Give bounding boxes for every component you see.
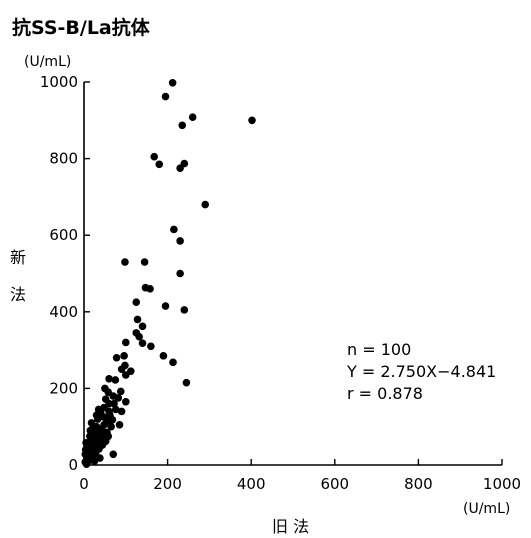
y-axis-title-char-1: 新 <box>10 248 26 267</box>
data-point <box>110 399 118 408</box>
data-point <box>111 405 120 414</box>
y-axis-title-char-2: 法 <box>10 285 26 304</box>
data-point <box>159 352 168 360</box>
data-point <box>120 352 128 360</box>
data-point <box>132 298 141 307</box>
data-point <box>133 315 142 324</box>
data-point <box>101 395 110 403</box>
y-tick-label: 800 <box>49 150 78 168</box>
data-point <box>168 78 177 87</box>
data-point <box>161 302 170 310</box>
data-point <box>140 258 149 266</box>
y-tick-label: 200 <box>49 379 78 397</box>
x-tick-label: 400 <box>237 475 266 493</box>
data-point <box>91 436 100 444</box>
data-point <box>178 121 187 130</box>
data-point <box>161 92 170 101</box>
data-point <box>82 438 90 447</box>
x-tick-label: 200 <box>153 475 182 493</box>
data-points <box>81 78 256 469</box>
data-point <box>98 441 107 449</box>
data-point <box>117 407 126 416</box>
x-axis-unit: (U/mL) <box>463 501 510 517</box>
data-point <box>105 375 113 383</box>
y-axis-ticks: 0 200 400 600 800 1000 <box>40 73 90 474</box>
data-point <box>104 432 113 441</box>
data-point <box>121 258 129 266</box>
data-point <box>108 416 117 424</box>
data-point <box>176 237 184 245</box>
data-point <box>107 422 115 431</box>
data-point <box>94 405 103 414</box>
data-point <box>147 342 155 351</box>
x-tick-label: 800 <box>404 475 433 493</box>
data-point <box>150 152 159 161</box>
data-point <box>201 200 210 209</box>
data-point <box>138 322 147 331</box>
stat-n: n = 100 <box>347 340 411 359</box>
data-point <box>176 164 184 172</box>
chart-title: 抗SS-B/La抗体 <box>12 16 151 39</box>
y-tick-label: 400 <box>49 303 78 321</box>
data-point <box>122 371 130 379</box>
data-point <box>138 339 147 348</box>
data-point <box>117 365 126 374</box>
data-point <box>92 411 101 420</box>
statistics-box: n = 100 Y = 2.750X−4.841 r = 0.878 <box>346 340 496 403</box>
data-point <box>122 338 130 347</box>
data-point <box>170 225 178 234</box>
data-point <box>188 113 197 122</box>
data-point <box>111 376 120 384</box>
data-point <box>169 358 177 367</box>
data-point <box>114 394 123 402</box>
data-point <box>81 450 90 459</box>
x-tick-label: 0 <box>79 475 89 493</box>
data-point <box>115 420 124 429</box>
y-tick-label: 0 <box>68 456 78 474</box>
data-point <box>101 384 109 393</box>
data-point <box>105 407 113 416</box>
y-tick-label: 1000 <box>40 73 78 91</box>
y-axis-unit: (U/mL) <box>24 54 71 70</box>
data-point <box>155 160 164 169</box>
data-point <box>176 269 184 278</box>
data-point <box>109 450 118 459</box>
data-point <box>180 306 189 314</box>
data-point <box>89 423 97 432</box>
data-point <box>248 116 256 125</box>
x-tick-label: 600 <box>320 475 349 493</box>
data-point <box>122 398 130 406</box>
x-axis-ticks: 0 200 400 600 800 1000 <box>79 459 521 493</box>
data-point <box>96 427 105 436</box>
data-point <box>116 387 125 396</box>
y-axis-title: 新 法 <box>10 248 26 304</box>
stat-r: r = 0.878 <box>347 384 423 403</box>
data-point <box>135 332 143 341</box>
x-axis-title: 旧 法 <box>272 517 309 536</box>
data-point <box>146 285 154 293</box>
y-tick-label: 600 <box>49 226 78 244</box>
stat-regression: Y = 2.750X−4.841 <box>346 362 496 381</box>
data-point <box>182 378 191 387</box>
data-point <box>112 353 121 362</box>
x-tick-label: 1000 <box>483 475 521 493</box>
data-point <box>100 413 108 421</box>
